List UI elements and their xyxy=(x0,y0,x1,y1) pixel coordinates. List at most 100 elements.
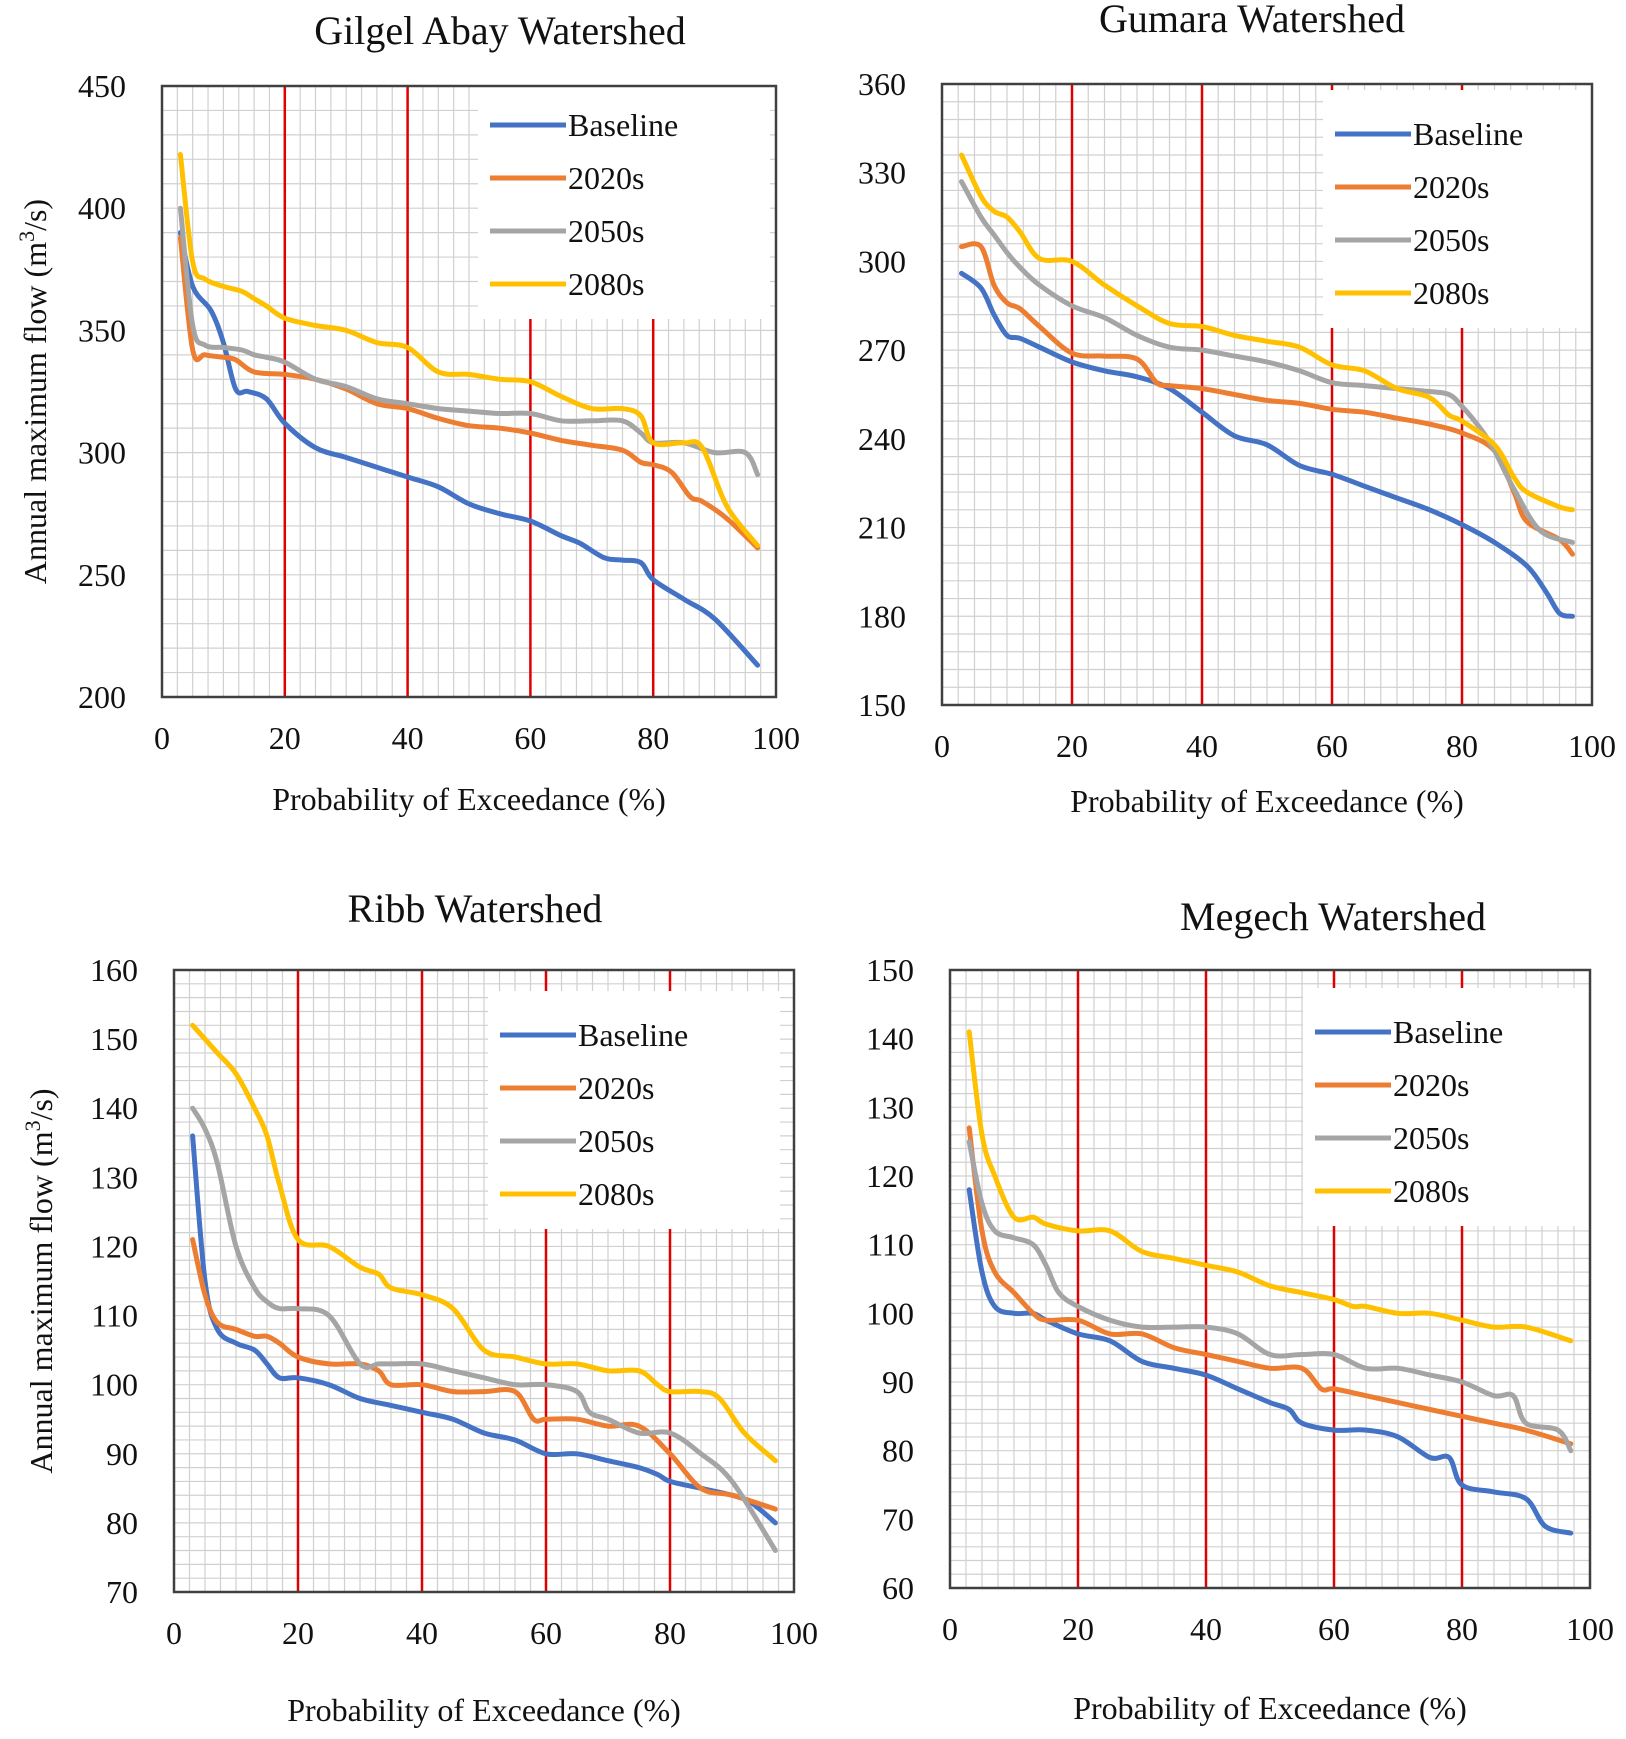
x-axis-label: Probability of Exceedance (%) xyxy=(287,1692,681,1728)
x-tick-label: 80 xyxy=(637,720,669,756)
x-tick-label: 100 xyxy=(1568,728,1616,764)
legend-label-2080s: 2080s xyxy=(578,1176,654,1212)
legend-label-baseline: Baseline xyxy=(568,107,678,143)
x-tick-label: 80 xyxy=(654,1615,686,1651)
series-line-2080s xyxy=(959,152,1575,513)
legend-label-2020s: 2020s xyxy=(1393,1067,1469,1103)
chart-title: Ribb Watershed xyxy=(348,886,603,931)
series-group xyxy=(190,1022,778,1553)
series-line-2050s xyxy=(959,179,1575,545)
legend-label-baseline: Baseline xyxy=(578,1017,688,1053)
y-tick-label: 80 xyxy=(106,1505,138,1541)
y-tick-label: 130 xyxy=(866,1089,914,1125)
x-tick-label: 60 xyxy=(530,1615,562,1651)
legend-box xyxy=(488,991,780,1229)
plot-area xyxy=(948,968,1592,1590)
x-axis-label: Probability of Exceedance (%) xyxy=(272,781,666,817)
y-tick-label: 300 xyxy=(78,435,126,471)
y-tick-label: 400 xyxy=(78,190,126,226)
x-tick-label: 60 xyxy=(514,720,546,756)
x-tick-label: 0 xyxy=(934,728,950,764)
y-tick-label: 250 xyxy=(78,557,126,593)
y-tick-label: 120 xyxy=(90,1228,138,1264)
chart-title: Gilgel Abay Watershed xyxy=(314,8,686,53)
series-line-baseline xyxy=(177,230,761,668)
x-tick-label: 40 xyxy=(392,720,424,756)
y-tick-label: 360 xyxy=(858,66,906,102)
legend-box xyxy=(1303,988,1595,1226)
x-tick-label: 0 xyxy=(166,1615,182,1651)
x-tick-label: 40 xyxy=(1190,1611,1222,1647)
series-line-2080s xyxy=(177,151,761,548)
legend-label-2050s: 2050s xyxy=(1413,222,1489,258)
y-tick-label: 90 xyxy=(882,1364,914,1400)
y-tick-label: 200 xyxy=(78,679,126,715)
y-tick-label: 150 xyxy=(90,1021,138,1057)
x-tick-label: 80 xyxy=(1446,728,1478,764)
y-tick-label: 110 xyxy=(867,1227,914,1263)
x-axis-label: Probability of Exceedance (%) xyxy=(1073,1690,1467,1726)
chart-panel-ribb-watershed: Baseline 2020s 2050s 2080s 0 20 40 60 80 100 70 80 9… xyxy=(20,886,818,1728)
chart-title: Megech Watershed xyxy=(1180,894,1486,939)
series-line-2020s xyxy=(177,235,761,551)
legend-label-2020s: 2020s xyxy=(578,1070,654,1106)
x-tick-label: 80 xyxy=(1446,1611,1478,1647)
series-line-baseline xyxy=(190,1133,778,1526)
x-tick-label: 100 xyxy=(770,1615,818,1651)
y-tick-label: 70 xyxy=(106,1574,138,1610)
x-tick-label: 60 xyxy=(1318,1611,1350,1647)
plot-area xyxy=(940,82,1594,707)
chart-panel-megech-watershed: Baseline 2020s 2050s 2080s 0 20 40 60 80 100 60 70 8… xyxy=(866,894,1614,1726)
x-tick-label: 0 xyxy=(942,1611,958,1647)
series-line-2080s xyxy=(966,1029,1574,1344)
chart-panel-gilgel-abay-watershed: Baseline 2020s 2050s 2080s 0 20 40 60 80 100 200 25… xyxy=(14,8,800,817)
legend-label-baseline: Baseline xyxy=(1393,1014,1503,1050)
series-line-2020s xyxy=(966,1125,1574,1447)
legend-box xyxy=(478,81,770,319)
legend-label-2080s: 2080s xyxy=(568,266,644,302)
y-axis-label: Annual maximum flow (m3/s) xyxy=(20,1088,59,1473)
x-tick-label: 100 xyxy=(752,720,800,756)
y-tick-label: 300 xyxy=(858,243,906,279)
y-tick-label: 90 xyxy=(106,1436,138,1472)
x-tick-label: 20 xyxy=(1056,728,1088,764)
y-tick-label: 240 xyxy=(858,421,906,457)
series-line-2080s xyxy=(190,1022,778,1464)
x-axis-label: Probability of Exceedance (%) xyxy=(1070,783,1464,819)
x-tick-label: 20 xyxy=(282,1615,314,1651)
y-tick-label: 150 xyxy=(858,687,906,723)
y-tick-label: 270 xyxy=(858,332,906,368)
legend-label-2050s: 2050s xyxy=(1393,1120,1469,1156)
series-group xyxy=(966,1029,1574,1536)
y-tick-label: 350 xyxy=(78,312,126,348)
plot-area xyxy=(172,968,796,1594)
y-tick-label: 450 xyxy=(78,68,126,104)
legend-label-baseline: Baseline xyxy=(1413,116,1523,152)
y-tick-label: 330 xyxy=(858,155,906,191)
y-axis-label: Annual maximum flow (m3/s) xyxy=(14,199,53,584)
x-tick-label: 20 xyxy=(1062,1611,1094,1647)
x-tick-label: 20 xyxy=(269,720,301,756)
legend: Baseline 2020s 2050s 2080s xyxy=(1303,988,1595,1226)
legend: Baseline 2020s 2050s 2080s xyxy=(478,81,770,319)
x-tick-label: 60 xyxy=(1316,728,1348,764)
y-tick-label: 160 xyxy=(90,952,138,988)
y-tick-label: 120 xyxy=(866,1158,914,1194)
y-tick-label: 140 xyxy=(90,1090,138,1126)
y-tick-label: 100 xyxy=(866,1295,914,1331)
legend-label-2050s: 2050s xyxy=(578,1123,654,1159)
y-tick-label: 180 xyxy=(858,598,906,634)
legend-box xyxy=(1323,90,1615,328)
chart-panel-gumara-watershed: Baseline 2020s 2050s 2080s 0 20 40 60 80 100 150 18… xyxy=(858,0,1616,819)
legend-label-2020s: 2020s xyxy=(1413,169,1489,205)
x-tick-label: 100 xyxy=(1566,1611,1614,1647)
y-tick-label: 150 xyxy=(866,952,914,988)
y-tick-label: 80 xyxy=(882,1433,914,1469)
legend-label-2080s: 2080s xyxy=(1393,1173,1469,1209)
series-group xyxy=(177,151,761,668)
legend-label-2020s: 2020s xyxy=(568,160,644,196)
legend: Baseline 2020s 2050s 2080s xyxy=(1323,90,1615,328)
series-line-baseline xyxy=(959,270,1575,619)
legend-label-2080s: 2080s xyxy=(1413,275,1489,311)
